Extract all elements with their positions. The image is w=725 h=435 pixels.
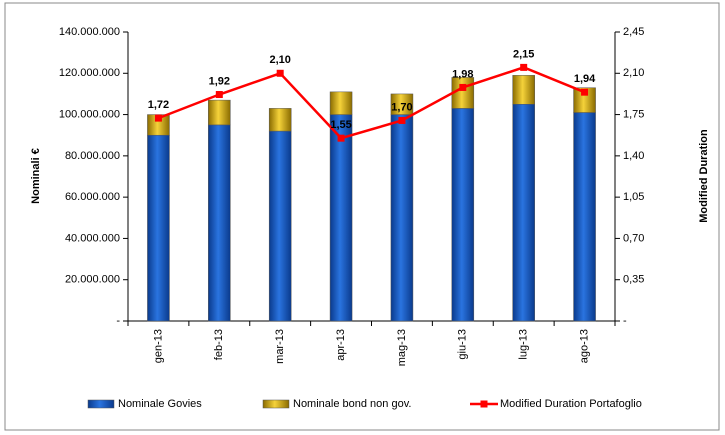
y2-tick-label: 2,45 [623,26,644,38]
y-tick-label: 80.000.000 [65,150,120,162]
bar [512,104,535,322]
data-label: 2,15 [513,48,534,60]
data-label: 2,10 [269,54,290,66]
y-tick-label: - [116,315,120,327]
y2-tick-label: 1,75 [623,108,644,120]
bar [451,108,475,322]
line-marker [520,63,528,71]
chart-border [4,2,720,431]
bar [512,75,535,105]
bar [147,114,170,136]
y2-tick-label: 2,10 [623,67,644,79]
y2-tick-label: 1,40 [623,150,644,162]
bar [390,114,414,322]
bar [329,91,353,115]
data-label: 1,72 [148,99,169,111]
data-label: 1,98 [452,68,473,80]
line-marker [337,134,345,142]
legend-swatch [262,399,290,409]
line-marker [215,91,223,99]
y2-tick-label: 1,05 [623,191,644,203]
legend-label: Modified Duration Portafoglio [500,398,642,410]
y2-tick-label: 0,35 [623,274,644,286]
bar [268,130,292,322]
bar [573,87,596,113]
bar [573,112,596,322]
legend-swatch [480,400,488,408]
y2-axis-label: Modified Duration [698,129,710,223]
legend-label: Nominale bond non gov. [293,398,411,410]
legend-swatch [87,399,115,409]
line-marker [154,114,162,122]
x-tick-label: lug-13 [518,329,530,360]
legend-label: Nominale Govies [118,398,202,410]
data-label: 1,94 [574,73,596,85]
y-tick-label: 100.000.000 [59,108,120,120]
bar [268,108,292,132]
x-tick-label: ago-13 [578,329,590,363]
x-tick-label: mar-13 [274,329,286,364]
bar [208,124,231,322]
x-tick-label: giu-13 [457,329,469,360]
data-label: 1,92 [209,75,230,87]
line [157,66,586,140]
x-tick-label: apr-13 [335,329,347,361]
y-tick-label: 40.000.000 [65,232,120,244]
data-label: 1,55 [330,119,351,131]
bar [147,134,170,322]
line-marker [581,88,589,96]
x-tick-label: feb-13 [213,329,225,360]
bar [390,93,414,115]
y-tick-label: 20.000.000 [65,274,120,286]
y2-tick-label: - [623,315,627,327]
x-tick-label: mag-13 [396,329,408,366]
bar [329,114,353,322]
y-tick-label: 120.000.000 [59,67,120,79]
line-marker [398,116,406,124]
bar [208,99,231,126]
y2-tick-label: 0,70 [623,232,644,244]
y-tick-label: 60.000.000 [65,191,120,203]
x-tick-label: gen-13 [152,329,164,363]
y-axis-label: Nominali € [30,148,42,204]
line-marker [276,69,284,77]
data-label: 1,70 [391,101,412,113]
y-tick-label: 140.000.000 [59,26,120,38]
line-marker [459,83,467,91]
